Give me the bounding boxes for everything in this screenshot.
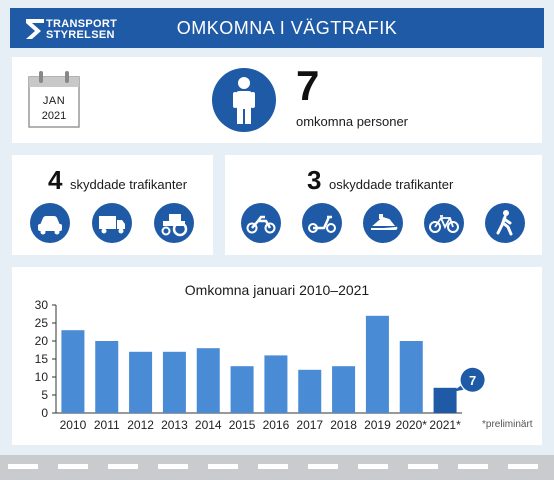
x-tick-label: 2017: [296, 418, 323, 432]
unprotected-label: oskyddade trafikanter: [329, 177, 454, 192]
protected-count: 4: [48, 165, 63, 195]
logo-arrow-icon: [26, 19, 44, 39]
x-tick-label: 2014: [195, 418, 222, 432]
road-dash: [158, 464, 188, 469]
car-icon: [30, 203, 70, 243]
bar: [61, 330, 85, 413]
protected-label: skyddade trafikanter: [70, 177, 188, 192]
x-tick-label: 2020*: [396, 418, 428, 432]
bar: [298, 369, 322, 413]
fatalities-label: omkomna personer: [296, 114, 408, 129]
road-dash: [258, 464, 288, 469]
x-tick-label: 2012: [127, 418, 154, 432]
y-tick-label: 30: [35, 298, 49, 312]
road-dash: [458, 464, 488, 469]
calendar-month: JAN: [42, 95, 66, 107]
snowmobile-icon: [363, 203, 403, 243]
road-dash: [8, 464, 38, 469]
bar: [399, 341, 423, 413]
logo-line2: STYRELSEN: [46, 29, 115, 41]
protected-panel: 4 skyddade trafikanter: [12, 155, 213, 255]
x-tick-label: 2013: [161, 418, 188, 432]
bar: [129, 351, 153, 413]
road-dash: [408, 464, 438, 469]
x-tick-label: 2015: [229, 418, 256, 432]
truck-icon: [92, 203, 132, 243]
bicycle-icon: [424, 203, 464, 243]
callout-bubble: [460, 367, 485, 392]
x-tick-label: 2011: [94, 418, 120, 432]
summary-panel: JAN 2021 7 omkomna personer: [12, 57, 542, 143]
moped-icon: [302, 203, 342, 243]
x-tick-label: 2018: [330, 418, 357, 432]
callout-pointer: [452, 385, 464, 392]
bar: [95, 341, 119, 413]
road-dash: [508, 464, 538, 469]
y-tick-label: 20: [35, 334, 49, 348]
callout-value: 7: [469, 373, 476, 388]
x-tick-label: 2021*: [429, 418, 461, 432]
y-tick-label: 25: [35, 316, 49, 330]
calendar-year: 2021: [41, 110, 67, 122]
header-bar: TRANSPORT STYRELSEN OMKOMNA I VÄGTRAFIK: [10, 8, 544, 48]
chart-panel: Omkomna januari 2010–2021 0 5 10 15 20 25 30 20…: [12, 267, 542, 445]
road-dash: [358, 464, 388, 469]
bar: [365, 315, 389, 413]
unprotected-count: 3: [307, 165, 322, 195]
y-tick-label: 15: [35, 352, 49, 366]
bar: [162, 351, 186, 413]
y-tick-label: 0: [41, 406, 48, 420]
y-tick-label: 5: [41, 388, 48, 402]
bar: [264, 355, 288, 413]
page-title: OMKOMNA I VÄGTRAFIK: [176, 18, 398, 38]
x-tick-label: 2016: [263, 418, 290, 432]
logo-line1: TRANSPORT: [46, 18, 118, 30]
fatalities-count: 7: [296, 62, 320, 109]
pedestrian-icon: [485, 203, 525, 243]
bar: [230, 366, 254, 413]
bar-chart: 0 5 10 15 20 25 30 2010 2011 2012 2013 2014 2015 2016…: [35, 298, 485, 432]
header: TRANSPORT STYRELSEN OMKOMNA I VÄGTRAFIK: [0, 0, 554, 48]
road-dash: [108, 464, 138, 469]
x-tick-label: 2019: [364, 418, 391, 432]
road-dash: [58, 464, 88, 469]
person-icon: [212, 68, 276, 132]
unprotected-panel: 3 oskyddade trafikanter: [225, 155, 542, 255]
bar: [196, 348, 220, 413]
motorcycle-icon: [241, 203, 281, 243]
bar: [332, 366, 356, 413]
transportstyrelsen-logo: TRANSPORT STYRELSEN: [26, 16, 136, 42]
road-dash: [308, 464, 338, 469]
chart-footnote: *preliminärt: [482, 419, 533, 430]
chart-title: Omkomna januari 2010–2021: [184, 282, 370, 298]
tractor-icon: [154, 203, 194, 243]
x-tick-label: 2010: [60, 418, 87, 432]
bar: [433, 387, 457, 413]
road-dash: [208, 464, 238, 469]
calendar-icon: JAN 2021: [27, 69, 81, 129]
y-tick-label: 10: [35, 370, 49, 384]
